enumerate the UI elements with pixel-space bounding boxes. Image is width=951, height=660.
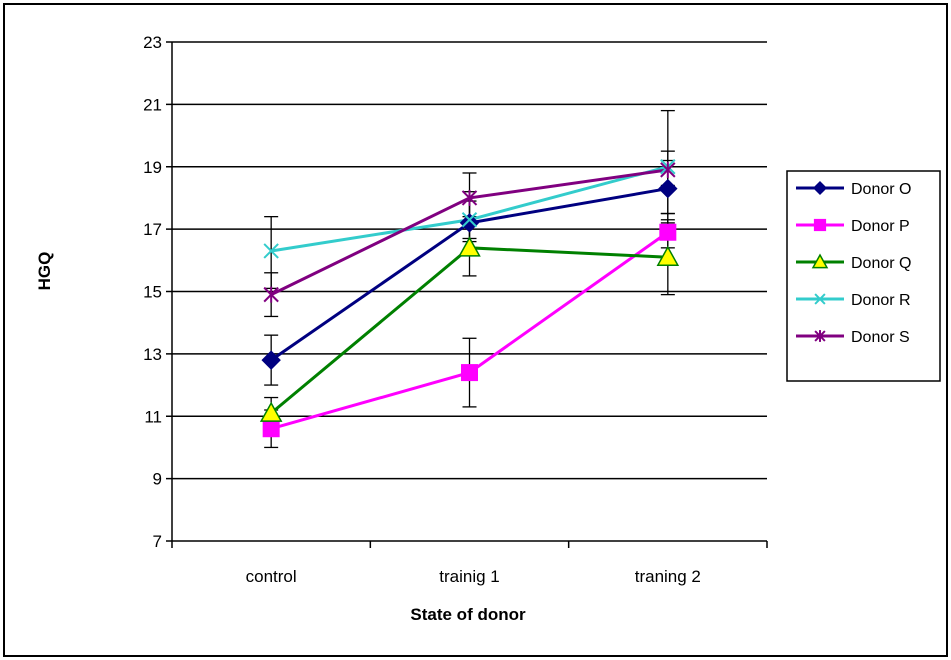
y-tick-label: 13 xyxy=(143,345,162,364)
y-tick-label: 17 xyxy=(143,220,162,239)
marker-star xyxy=(660,161,676,178)
y-tick-label: 7 xyxy=(153,532,162,551)
y-tick-label: 9 xyxy=(153,470,162,489)
legend-label: Donor Q xyxy=(851,255,911,272)
legend: Donor O Donor P Donor Q Donor R Donor S xyxy=(786,170,941,382)
x-tick-labels: control trainig 1 traning 2 xyxy=(246,567,701,586)
marker-square xyxy=(461,364,478,382)
marker-triangle xyxy=(458,236,481,257)
marker-x-stroke xyxy=(814,293,826,305)
y-tick-label: 15 xyxy=(143,283,162,302)
y-tick-label: 19 xyxy=(143,158,162,177)
marker-square xyxy=(262,420,280,438)
marker-x-stroke xyxy=(461,212,478,228)
marker-diamond xyxy=(812,180,828,196)
legend-label: Donor P xyxy=(851,218,910,235)
legend-label: Donor O xyxy=(851,181,911,198)
legend-label: Donor S xyxy=(851,329,910,346)
legend-label: Donor R xyxy=(851,292,911,309)
axes xyxy=(166,41,768,548)
marker-diamond xyxy=(261,350,281,370)
y-tick-label: 21 xyxy=(143,95,162,114)
marker-triangle xyxy=(656,245,680,266)
marker-square xyxy=(659,223,677,241)
marker-x xyxy=(814,293,826,305)
marker-diamond xyxy=(459,213,480,233)
marker-x-stroke xyxy=(263,243,279,259)
marker-diamond xyxy=(658,178,678,199)
y-tick-label: 23 xyxy=(143,33,162,52)
y-tick-labels: 7 9 11 13 15 17 19 21 23 xyxy=(143,33,162,551)
y-axis-title: HGQ xyxy=(35,252,54,291)
x-tick-label: trainig 1 xyxy=(439,567,499,586)
marker-star xyxy=(263,286,279,303)
marker-x xyxy=(461,212,478,228)
marker-square xyxy=(813,218,827,232)
marker-star xyxy=(461,189,478,206)
marker-star xyxy=(814,330,826,342)
series-markers xyxy=(259,159,680,438)
marker-triangle xyxy=(811,253,829,269)
y-tick-label: 11 xyxy=(144,407,162,426)
x-axis-title: State of donor xyxy=(410,605,526,624)
marker-x xyxy=(263,243,279,259)
x-tick-label: traning 2 xyxy=(635,567,701,586)
legend-box xyxy=(786,170,941,382)
x-tick-label: control xyxy=(246,567,297,586)
marker-triangle xyxy=(259,401,283,422)
